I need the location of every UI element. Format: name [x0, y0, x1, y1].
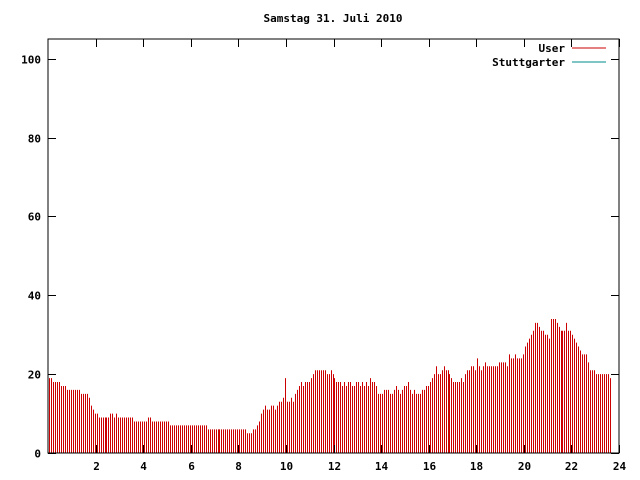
legend: User Stuttgarter [492, 42, 606, 69]
x-tick-label: 8 [235, 460, 242, 473]
x-tick-label: 20 [518, 460, 531, 473]
y-tick-label: 40 [28, 290, 41, 303]
x-tick-label: 10 [280, 460, 293, 473]
legend-label-user: User [539, 42, 566, 55]
bars-layer [49, 318, 611, 453]
y-tick-label: 100 [21, 54, 41, 67]
x-tick-label: 6 [188, 460, 195, 473]
y-tick-label: 0 [34, 448, 41, 461]
x-tick-label: 18 [470, 460, 483, 473]
y-tick-label: 20 [28, 369, 41, 382]
x-tick-label: 22 [565, 460, 578, 473]
x-tick-label: 14 [375, 460, 389, 473]
x-tick-label: 12 [328, 460, 341, 473]
legend-label-stuttgarter: Stuttgarter [492, 56, 565, 69]
y-tick-label: 80 [28, 133, 41, 146]
chart-title: Samstag 31. Juli 2010 [263, 12, 402, 25]
plot-frame [47, 38, 620, 454]
y-tick-label: 60 [28, 211, 41, 224]
x-tick-label: 24 [613, 460, 627, 473]
x-tick-label: 2 [93, 460, 100, 473]
x-tick-label: 16 [423, 460, 437, 473]
x-tick-label: 4 [140, 460, 147, 473]
